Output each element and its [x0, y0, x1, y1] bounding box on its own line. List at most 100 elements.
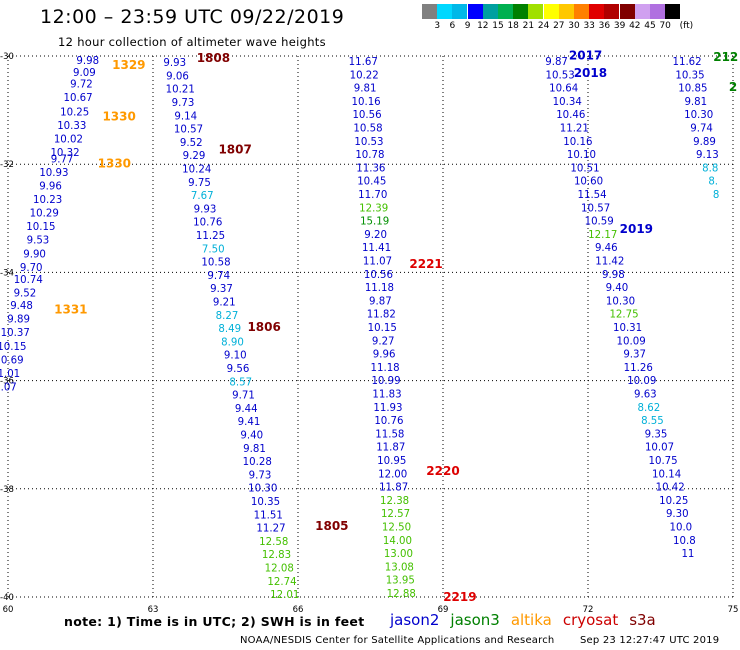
swh-value: 9.29 [183, 151, 206, 162]
color-swatch [452, 4, 468, 19]
swh-value: 10.33 [57, 121, 86, 132]
swh-value: 10.69 [0, 355, 24, 366]
swh-value: 11.54 [577, 190, 606, 201]
pass-label: 1331 [54, 303, 87, 317]
color-swatch [574, 4, 589, 19]
pass-label: 1330 [98, 157, 131, 171]
y-tick-label: -40 [0, 593, 14, 603]
swh-value: 8.8 [702, 163, 718, 174]
swh-value: 10.25 [659, 496, 688, 507]
pass-label: 2018 [574, 66, 607, 80]
swh-value: 10.35 [251, 497, 280, 508]
swh-value: 8 [713, 190, 719, 201]
satellite-legend: jason2 jason3 altika cryosat s3a [390, 611, 667, 629]
swh-value: 9.37 [210, 284, 233, 295]
legend-item-jason2: jason2 [390, 611, 440, 629]
swh-value: 14.00 [383, 536, 412, 547]
swh-value: 10.29 [30, 209, 59, 220]
swh-value: 9.41 [238, 417, 261, 428]
color-scale-label: 9 [464, 21, 471, 31]
swh-value: 9.72 [70, 79, 93, 90]
swh-value: 9.21 [213, 297, 236, 308]
x-tick-label: 66 [293, 605, 304, 615]
pass-label: 2 [729, 80, 737, 94]
pass-label: 1807 [218, 143, 251, 157]
swh-value: 10.34 [553, 97, 582, 108]
swh-value: 11.87 [376, 443, 405, 454]
swh-value: 9.27 [372, 336, 395, 347]
swh-value: 10.15 [368, 323, 397, 334]
swh-value: 15.19 [360, 217, 389, 228]
swh-value: 9.87 [369, 296, 392, 307]
swh-value: 9.96 [373, 350, 396, 361]
swh-value: 11.58 [375, 429, 404, 440]
pass-label: 1806 [247, 320, 280, 334]
swh-value: 9.13 [696, 150, 719, 161]
swh-value: 10.07 [0, 382, 17, 393]
swh-value: 9.89 [693, 137, 716, 148]
swh-value: 9.63 [634, 390, 657, 401]
map-title: 12:00 – 23:59 UTC 09/22/2019 [40, 6, 345, 28]
pass-label: 212 [713, 50, 738, 64]
color-scale-label: 21 [522, 21, 535, 31]
y-tick-label: -34 [0, 268, 14, 278]
swh-value: 10.85 [678, 84, 707, 95]
swh-value: 10.76 [374, 416, 403, 427]
swh-value: 9.44 [235, 404, 258, 415]
generated-timestamp: Sep 23 12:27:47 UTC 2019 [580, 635, 720, 646]
swh-value: 9.40 [606, 283, 629, 294]
x-tick-label: 63 [148, 605, 159, 615]
swh-value: 9.98 [602, 270, 625, 281]
swh-value: 10.58 [201, 258, 230, 269]
swh-value: 10.8 [673, 536, 696, 547]
color-scale-label: 18 [507, 21, 519, 31]
swh-value: 9.30 [666, 509, 689, 520]
swh-value: 10.0 [669, 523, 692, 534]
swh-value: 10.58 [353, 124, 382, 135]
swh-value: 9.20 [364, 230, 387, 241]
pass-label: 2219 [443, 590, 476, 604]
color-scale-label: 33 [583, 21, 595, 31]
swh-value: 12.39 [359, 203, 388, 214]
y-tick-label: -36 [0, 377, 14, 387]
swh-value: 12.83 [262, 550, 291, 561]
swh-value: 8. [708, 177, 718, 188]
swh-value: 10.30 [248, 484, 277, 495]
swh-value: 9.73 [249, 470, 272, 481]
swh-value: 9.53 [27, 236, 50, 247]
swh-value: 9.71 [232, 391, 255, 402]
pass-label: 2017 [569, 48, 602, 62]
color-scale-label: 30 [568, 21, 580, 31]
swh-value: 10.64 [549, 84, 578, 95]
swh-value: 9.06 [166, 71, 189, 82]
color-scale-label: 6 [449, 21, 456, 31]
swh-value: 11 [681, 549, 694, 560]
swh-value: 10.21 [166, 85, 195, 96]
swh-value: 10.45 [357, 177, 386, 188]
swh-value: 7.67 [191, 191, 214, 202]
x-tick-label: 75 [728, 605, 739, 615]
color-scale-label: 36 [598, 21, 611, 31]
swh-value: 10.14 [652, 469, 681, 480]
legend-item-jason3: jason3 [450, 611, 500, 629]
swh-value: 9.74 [690, 124, 713, 135]
swh-value: 10.37 [1, 328, 30, 339]
swh-value: 10.16 [352, 97, 381, 108]
color-scale-label: 12 [477, 21, 489, 31]
footer-note: note: 1) Time is in UTC; 2) SWH is in fe… [64, 614, 365, 629]
swh-value: 9.37 [623, 350, 646, 361]
pass-label: 1329 [112, 58, 145, 72]
swh-value: 9.90 [23, 249, 46, 260]
swh-value: 10.51 [570, 163, 599, 174]
x-tick-label: 72 [583, 605, 594, 615]
swh-value: 8.55 [641, 416, 664, 427]
swh-value: 9.74 [207, 271, 230, 282]
swh-value: 10.42 [656, 483, 685, 494]
pass-label: 2019 [620, 222, 653, 236]
x-tick-label: 69 [438, 605, 449, 615]
swh-value: 10.57 [174, 125, 203, 136]
swh-value: 8.90 [221, 337, 244, 348]
swh-value: 11.42 [595, 257, 624, 268]
swh-value: 9.89 [7, 315, 30, 326]
map-subtitle: 12 hour collection of altimeter wave hei… [58, 35, 326, 49]
